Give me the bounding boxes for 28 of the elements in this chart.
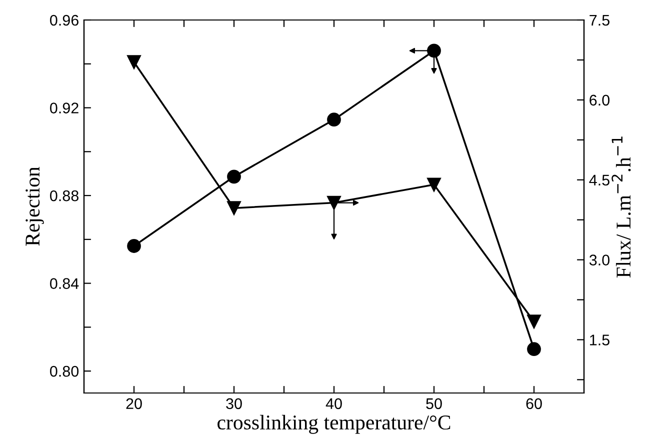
point bbox=[427, 178, 441, 192]
y-tick-label: 0.96 bbox=[50, 14, 78, 26]
y2-axis-title: Flux/ L.m$^{−2}$.h$^{−1}$ bbox=[612, 136, 631, 278]
point bbox=[227, 201, 241, 216]
y2-tick-label: 7.5 bbox=[590, 15, 610, 26]
point bbox=[527, 314, 541, 329]
y-tick-label: 0.80 bbox=[50, 366, 79, 377]
x-axis-title: crosslinking temperature/°C bbox=[218, 414, 450, 434]
x-tick-label: 40 bbox=[326, 398, 342, 410]
point bbox=[127, 239, 141, 253]
x-tick-label: 20 bbox=[126, 398, 142, 410]
x-tick-label: 50 bbox=[426, 398, 442, 410]
point bbox=[227, 170, 241, 184]
x-tick-label: 60 bbox=[526, 398, 542, 410]
y-tick-label: 0.84 bbox=[50, 278, 79, 289]
point bbox=[527, 342, 541, 356]
point bbox=[327, 196, 341, 210]
y-tick-label: 0.88 bbox=[50, 190, 78, 202]
x-tick-label: 30 bbox=[226, 398, 242, 410]
point bbox=[327, 112, 341, 127]
y-axis-title: Rejection bbox=[26, 166, 44, 246]
y-tick-label: 0.92 bbox=[50, 102, 78, 114]
point bbox=[427, 44, 441, 58]
y2-tick-label: 1.5 bbox=[590, 334, 610, 346]
point bbox=[127, 55, 141, 70]
y2-tick-label: 3.0 bbox=[589, 254, 610, 266]
y2-tick-label: 6.0 bbox=[590, 94, 610, 106]
y2-tick-label: 4.5 bbox=[589, 174, 610, 186]
